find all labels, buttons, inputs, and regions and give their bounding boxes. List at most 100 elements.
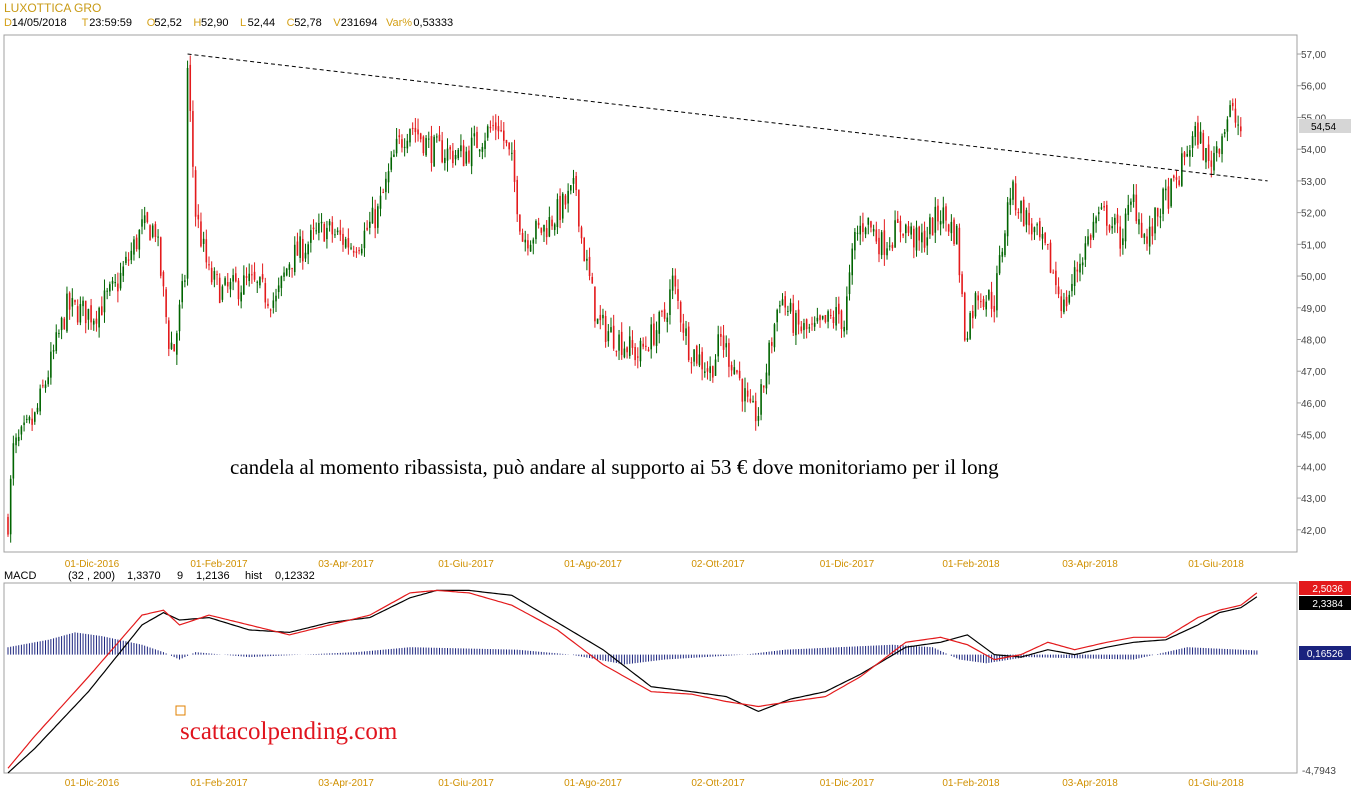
header-field-key: T — [82, 17, 89, 29]
candle — [1143, 232, 1146, 245]
candle — [427, 131, 430, 149]
candle — [808, 323, 811, 333]
candle — [993, 295, 996, 323]
candle — [1189, 144, 1191, 167]
candle — [197, 204, 200, 229]
candle — [74, 299, 76, 305]
candle — [1164, 179, 1167, 201]
candle — [240, 285, 242, 309]
header-fields: D 14/05/2018 T 23:59:59 O 52,52 H 52,90 L 52,44 C 5… — [4, 17, 453, 29]
candle — [671, 268, 674, 300]
candle — [253, 262, 256, 282]
macd-header-value: 1,3370 — [127, 570, 161, 582]
candle — [905, 223, 907, 244]
candle — [626, 346, 628, 359]
candle — [586, 249, 588, 271]
candle — [1116, 208, 1119, 234]
macd-header-value: MACD — [4, 570, 36, 582]
price-y-tick: 43,00 — [1301, 494, 1326, 505]
candle — [744, 377, 746, 413]
candle — [173, 344, 175, 352]
candle — [87, 308, 90, 330]
candle — [1079, 253, 1081, 282]
candle — [68, 291, 71, 320]
candle — [634, 343, 636, 366]
candle — [1140, 213, 1143, 238]
candle — [291, 267, 293, 278]
candle — [334, 228, 336, 239]
candle — [395, 127, 398, 157]
candle — [709, 356, 711, 382]
candle — [827, 309, 829, 329]
candle — [414, 117, 417, 143]
candle — [915, 220, 918, 257]
header-field-value: 23:59:59 — [89, 17, 132, 29]
candle — [1095, 215, 1097, 233]
candle — [1229, 100, 1231, 118]
macd-header-value: 9 — [177, 570, 183, 582]
candle — [71, 288, 74, 317]
candle — [82, 296, 84, 317]
candle — [486, 124, 489, 141]
candle — [409, 128, 411, 147]
candle — [722, 324, 725, 358]
candle — [320, 213, 323, 233]
candle — [760, 379, 762, 421]
candle — [1017, 208, 1020, 219]
candle — [913, 225, 915, 259]
macd-x-tick: 01-Feb-2018 — [942, 778, 1000, 789]
price-y-tick: 56,00 — [1301, 82, 1326, 93]
candle — [693, 349, 695, 367]
candle — [347, 228, 350, 255]
macd-min-label: -4,7943 — [1302, 766, 1336, 777]
price-x-tick: 01-Giu-2017 — [438, 559, 494, 570]
candle — [859, 215, 862, 246]
price-y-tick: 55,00 — [1301, 113, 1326, 124]
candle — [899, 215, 902, 243]
candle — [1130, 198, 1132, 213]
candle — [101, 296, 103, 316]
macd-line — [7, 589, 1258, 774]
candle — [875, 221, 878, 245]
candle — [864, 226, 867, 239]
candle — [1097, 206, 1100, 222]
candle — [832, 310, 835, 329]
candle — [1148, 215, 1151, 255]
candle — [1205, 147, 1207, 170]
candle — [953, 217, 955, 246]
candle — [556, 193, 559, 235]
candle — [781, 293, 784, 306]
candle — [1028, 202, 1030, 235]
candle — [934, 197, 937, 244]
candle — [661, 309, 663, 317]
candle — [797, 300, 800, 335]
candle — [714, 354, 717, 376]
candle — [1218, 148, 1221, 158]
candle — [285, 267, 288, 277]
candle — [655, 321, 658, 354]
candle — [580, 225, 583, 244]
candle — [690, 357, 693, 374]
watermark: scattacolpending.com — [180, 718, 398, 745]
candle — [98, 306, 100, 338]
candle — [508, 142, 510, 156]
candle — [267, 298, 269, 309]
candle — [800, 320, 803, 334]
candle — [288, 262, 291, 277]
candle — [159, 236, 162, 279]
header-field-value: 52,52 — [154, 17, 182, 29]
candle — [596, 318, 599, 325]
price-y-tick: 57,00 — [1301, 50, 1326, 61]
candle — [529, 240, 532, 252]
candle — [170, 331, 173, 350]
candle — [880, 230, 883, 260]
header-field-value: 52,78 — [294, 17, 322, 29]
candle — [771, 337, 773, 354]
macd-x-axis: 01-Dic-2016 01-Feb-2017 03-Apr-2017 01-Giu-… — [65, 778, 1244, 789]
candle — [1009, 187, 1012, 215]
macd-x-tick: 01-Dic-2016 — [65, 778, 120, 789]
candle — [1044, 231, 1046, 246]
candle — [331, 216, 334, 243]
candle — [50, 342, 52, 385]
candle — [1063, 292, 1065, 315]
